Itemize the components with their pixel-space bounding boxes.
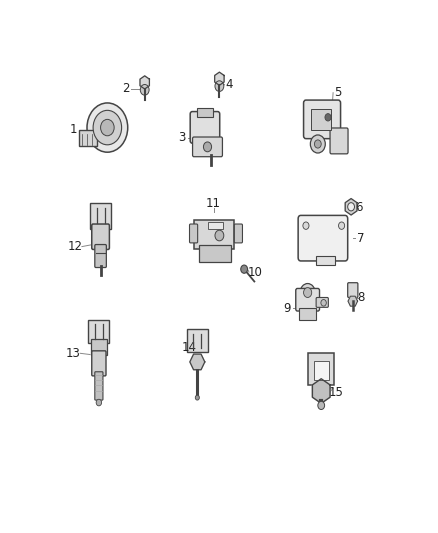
FancyBboxPatch shape xyxy=(296,288,319,311)
FancyBboxPatch shape xyxy=(298,215,348,261)
Circle shape xyxy=(339,222,345,229)
Text: 4: 4 xyxy=(226,78,233,91)
Text: 14: 14 xyxy=(181,341,196,353)
FancyBboxPatch shape xyxy=(190,224,198,243)
Text: 3: 3 xyxy=(178,131,186,144)
FancyBboxPatch shape xyxy=(316,297,328,308)
FancyBboxPatch shape xyxy=(194,220,234,249)
Circle shape xyxy=(303,222,309,229)
Circle shape xyxy=(195,395,199,400)
FancyBboxPatch shape xyxy=(348,282,358,297)
Circle shape xyxy=(101,119,114,136)
Text: 2: 2 xyxy=(122,82,130,95)
Text: 11: 11 xyxy=(206,197,221,210)
FancyBboxPatch shape xyxy=(92,224,110,249)
FancyBboxPatch shape xyxy=(311,109,332,130)
FancyBboxPatch shape xyxy=(190,111,220,143)
Text: 10: 10 xyxy=(247,265,262,279)
Circle shape xyxy=(96,399,102,406)
Circle shape xyxy=(215,230,224,241)
FancyBboxPatch shape xyxy=(88,320,110,343)
Circle shape xyxy=(203,142,212,152)
Circle shape xyxy=(321,300,326,306)
FancyBboxPatch shape xyxy=(314,361,328,379)
FancyBboxPatch shape xyxy=(95,245,106,268)
FancyBboxPatch shape xyxy=(304,100,341,139)
FancyBboxPatch shape xyxy=(90,204,111,229)
Text: 7: 7 xyxy=(357,232,364,245)
Polygon shape xyxy=(348,296,357,306)
FancyBboxPatch shape xyxy=(199,245,231,262)
Text: 12: 12 xyxy=(67,240,83,253)
Text: 15: 15 xyxy=(329,386,344,399)
FancyBboxPatch shape xyxy=(92,351,106,376)
Circle shape xyxy=(215,81,224,92)
Circle shape xyxy=(93,110,122,145)
Text: 13: 13 xyxy=(66,347,81,360)
Polygon shape xyxy=(190,354,205,370)
FancyBboxPatch shape xyxy=(299,308,316,320)
FancyBboxPatch shape xyxy=(330,128,348,154)
FancyBboxPatch shape xyxy=(308,353,334,385)
Circle shape xyxy=(325,114,331,121)
FancyBboxPatch shape xyxy=(208,222,223,229)
Polygon shape xyxy=(140,76,149,89)
Polygon shape xyxy=(312,379,330,403)
Text: 5: 5 xyxy=(335,86,342,99)
Polygon shape xyxy=(215,72,224,85)
FancyBboxPatch shape xyxy=(95,372,103,400)
Text: 6: 6 xyxy=(355,201,362,214)
Circle shape xyxy=(304,288,312,297)
Circle shape xyxy=(348,203,354,211)
FancyBboxPatch shape xyxy=(316,256,335,265)
FancyBboxPatch shape xyxy=(187,329,208,352)
Circle shape xyxy=(140,84,149,95)
Text: 1: 1 xyxy=(70,123,77,136)
FancyBboxPatch shape xyxy=(234,224,243,243)
Circle shape xyxy=(314,140,321,148)
FancyBboxPatch shape xyxy=(197,108,212,117)
Circle shape xyxy=(311,135,325,153)
FancyBboxPatch shape xyxy=(91,340,107,355)
Circle shape xyxy=(300,284,315,302)
FancyBboxPatch shape xyxy=(193,137,223,157)
Polygon shape xyxy=(345,199,357,215)
Circle shape xyxy=(318,401,325,409)
Text: 9: 9 xyxy=(283,302,291,314)
Circle shape xyxy=(87,103,128,152)
FancyBboxPatch shape xyxy=(78,131,97,146)
Text: 8: 8 xyxy=(357,292,365,304)
Circle shape xyxy=(241,265,247,273)
